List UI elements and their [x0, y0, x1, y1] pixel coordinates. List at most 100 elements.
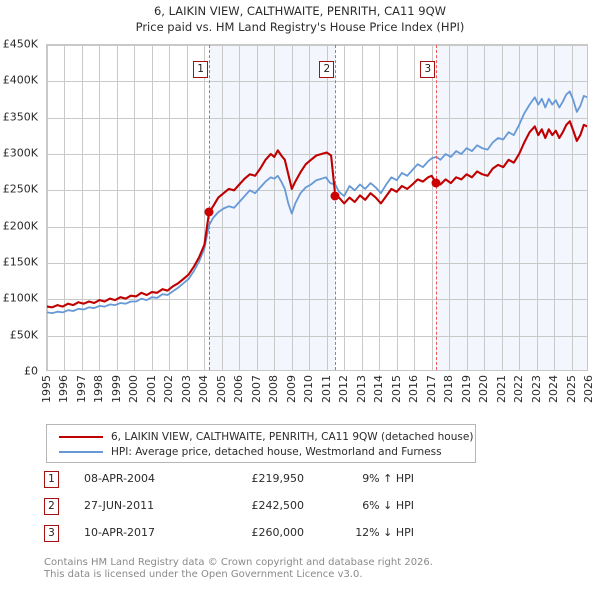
transaction-row[interactable]: 1 08-APR-2004 £219,950 9% ↑ HPI — [44, 470, 464, 497]
event-marker-dot-1[interactable] — [204, 207, 214, 217]
gridline-vertical — [502, 45, 503, 370]
gridline-vertical — [292, 45, 293, 370]
transaction-index-badge[interactable]: 3 — [44, 525, 59, 542]
gridline-vertical — [64, 45, 65, 370]
x-tick-label: 2022 — [512, 375, 526, 403]
gridline-vertical — [397, 45, 398, 370]
x-tick-label: 2011 — [319, 375, 333, 403]
transaction-index-badge[interactable]: 2 — [44, 498, 59, 515]
gridline-vertical — [257, 45, 258, 370]
y-tick-label: £450K — [2, 37, 38, 51]
gridline-vertical — [134, 45, 135, 370]
x-tick-label: 2023 — [529, 375, 543, 403]
x-tick-label: 2002 — [162, 375, 176, 403]
x-tick-label: 2020 — [477, 375, 491, 403]
y-tick-label: £350K — [2, 110, 38, 124]
transaction-row[interactable]: 2 27-JUN-2011 £242,500 6% ↓ HPI — [44, 497, 464, 524]
y-tick-label: £0 — [24, 364, 38, 378]
chart-legend: 6, LAIKIN VIEW, CALTHWAITE, PENRITH, CA1… — [46, 424, 476, 463]
x-tick-label: 2017 — [424, 375, 438, 403]
event-marker-dot-3[interactable] — [431, 178, 441, 188]
transaction-row[interactable]: 3 10-APR-2017 £260,000 12% ↓ HPI — [44, 524, 464, 551]
x-tick-label: 2007 — [249, 375, 263, 403]
gridline-vertical — [169, 45, 170, 370]
x-tick-label: 2018 — [442, 375, 456, 403]
event-marker-dot-2[interactable] — [330, 191, 340, 201]
gridline-vertical — [117, 45, 118, 370]
x-tick-label: 1998 — [92, 375, 106, 403]
gridline-horizontal — [47, 190, 587, 191]
x-tick-label: 2006 — [232, 375, 246, 403]
gridline-horizontal — [47, 299, 587, 300]
y-tick-label: £50K — [9, 328, 38, 342]
gridline-vertical — [432, 45, 433, 370]
event-line-1 — [209, 45, 211, 370]
plot-canvas — [46, 44, 588, 371]
x-tick-label: 1997 — [74, 375, 88, 403]
transaction-date: 08-APR-2004 — [84, 472, 156, 485]
y-axis: £0 £50K £100K £150K £200K £250K £300K £350K £400… — [0, 0, 42, 590]
x-tick-label: 1999 — [109, 375, 123, 403]
transaction-date: 10-APR-2017 — [84, 526, 156, 539]
event-label-box-2[interactable]: 2 — [319, 61, 335, 78]
x-tick-label: 2019 — [459, 375, 473, 403]
footer-attribution: Contains HM Land Registry data © Crown c… — [44, 557, 564, 581]
series-price-paid — [47, 120, 587, 309]
x-tick-label: 2004 — [197, 375, 211, 403]
transaction-date: 27-JUN-2011 — [84, 499, 155, 512]
x-axis: 1995 1996 1997 1998 1999 2000 2001 2002 2003 2004… — [40, 373, 595, 419]
legend-label-1: 6, LAIKIN VIEW, CALTHWAITE, PENRITH, CA1… — [111, 430, 474, 443]
legend-swatch-1 — [59, 435, 103, 438]
y-tick-label: £150K — [2, 255, 38, 269]
gridline-vertical — [239, 45, 240, 370]
page-title: 6, LAIKIN VIEW, CALTHWAITE, PENRITH, CA1… — [0, 3, 600, 35]
gridline-vertical — [204, 45, 205, 370]
legend-item-2: HPI: Average price, detached house, West… — [53, 444, 469, 459]
transaction-hpi-delta: 9% ↑ HPI — [362, 472, 414, 485]
gridline-horizontal — [47, 81, 587, 82]
series-hpi — [47, 90, 587, 315]
y-tick-label: £300K — [2, 146, 38, 160]
gridline-horizontal — [47, 336, 587, 337]
gridline-horizontal — [47, 227, 587, 228]
gridline-vertical — [47, 45, 48, 370]
event-line-3 — [436, 45, 438, 370]
series-layer — [47, 90, 587, 315]
event-label-box-1[interactable]: 1 — [193, 61, 209, 78]
chart-area — [46, 44, 588, 371]
x-tick-label: 2026 — [582, 375, 595, 403]
footer-line-2: This data is licensed under the Open Gov… — [44, 569, 363, 580]
x-tick-label: 1996 — [57, 375, 71, 403]
x-tick-label: 2010 — [302, 375, 316, 403]
gridline-vertical — [222, 45, 223, 370]
y-tick-label: £250K — [2, 182, 38, 196]
title-line-2: Price paid vs. HM Land Registry's House … — [135, 20, 465, 34]
x-tick-label: 2014 — [372, 375, 386, 403]
gridline-vertical — [572, 45, 573, 370]
x-tick-label: 2016 — [407, 375, 421, 403]
gridline-vertical — [519, 45, 520, 370]
y-tick-label: £100K — [2, 291, 38, 305]
x-tick-label: 2000 — [127, 375, 141, 403]
shaded-band-2 — [436, 45, 587, 370]
transaction-index-badge[interactable]: 1 — [44, 471, 59, 488]
x-tick-label: 2001 — [144, 375, 158, 403]
x-tick-label: 2024 — [547, 375, 561, 403]
event-label-box-3[interactable]: 3 — [420, 61, 436, 78]
gridline-vertical — [82, 45, 83, 370]
legend-swatch-2 — [59, 450, 103, 453]
x-tick-label: 2013 — [354, 375, 368, 403]
title-line-1: 6, LAIKIN VIEW, CALTHWAITE, PENRITH, CA1… — [153, 4, 447, 18]
gridline-horizontal — [47, 45, 587, 46]
gridline-vertical — [309, 45, 310, 370]
gridline-horizontal — [47, 118, 587, 119]
gridline-vertical — [99, 45, 100, 370]
gridline-vertical — [537, 45, 538, 370]
transaction-hpi-delta: 6% ↓ HPI — [362, 499, 414, 512]
x-tick-label: 2025 — [564, 375, 578, 403]
x-tick-label: 2005 — [214, 375, 228, 403]
transaction-hpi-delta: 12% ↓ HPI — [355, 526, 414, 539]
gridline-vertical — [379, 45, 380, 370]
transaction-price: £242,500 — [251, 499, 305, 512]
